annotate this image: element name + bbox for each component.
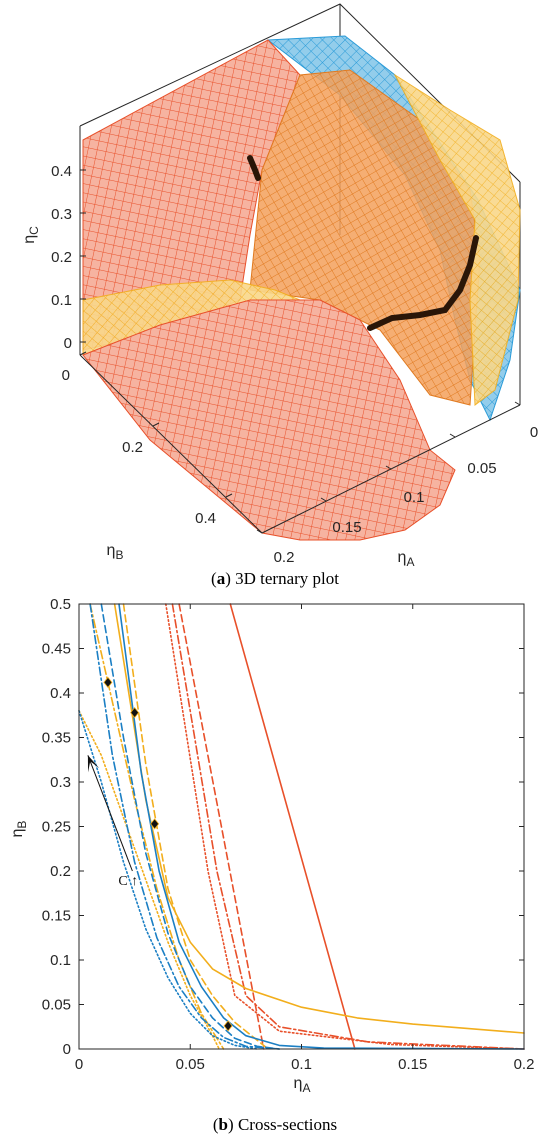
y-tick-label: 0.1 (50, 952, 71, 969)
x-tick-label: 0.1 (291, 1056, 312, 1073)
x-tick-label: 0 (75, 1056, 83, 1073)
plot-area (79, 604, 524, 1049)
y-tick-label: 0.45 (42, 641, 71, 658)
a-tick-labels: 0 0.05 0.1 0.15 0.2 (274, 424, 539, 566)
panel-b-cross-sections: C ↑ 0 0.05 0.1 0.15 0.2 0 0.05 0.1 0.15 0.2 0.25 0.… (9, 596, 534, 1134)
a-axis-label-main: η (398, 549, 407, 566)
y-axis-label-sub: B (15, 821, 29, 829)
y-tick-label: 0.15 (42, 908, 71, 925)
b-tick-labels: 0 0.2 0.4 (62, 367, 216, 527)
b-axis-label-sub: B (115, 548, 123, 562)
annotation-label: C ↑ (118, 874, 138, 889)
a-tick-label: 0.2 (274, 549, 295, 566)
tick-marks (78, 603, 525, 1050)
caption-a: (a) 3D ternary plot (211, 569, 339, 588)
y-axis-label: ηB (9, 821, 29, 838)
series-line-12 (78, 709, 258, 1050)
b-tick-mark (225, 493, 233, 498)
a-tick-label: 0 (530, 424, 538, 441)
series-line-7 (89, 603, 225, 1050)
x-tick-label: 0.15 (398, 1056, 427, 1073)
red-surface-front (82, 299, 456, 541)
b-axis-line (79, 354, 263, 534)
b-axis-label: ηB (107, 542, 124, 562)
annotation-arrow (87, 755, 133, 872)
y-tick-label: 0.5 (50, 596, 71, 613)
y-tick-label: 0.05 (42, 997, 71, 1014)
y-tick-label: 0.3 (50, 774, 71, 791)
series-line-6 (122, 603, 269, 1050)
series-line-11 (89, 603, 281, 1050)
y-tick-label: 0 (63, 1041, 71, 1058)
y-axis-label-main: η (9, 829, 26, 838)
x-tick-label: 0.2 (514, 1056, 535, 1073)
diamond-marker (223, 1020, 233, 1032)
y-tick-label: 0.25 (42, 819, 71, 836)
a-tick-label: 0.05 (467, 460, 496, 477)
y-tick-label: 0.35 (42, 730, 71, 747)
caption-b-label: b (219, 1115, 228, 1134)
b-tick-mark (152, 422, 160, 427)
b-tick-mark (79, 351, 87, 356)
c-ticks-3d (80, 169, 86, 343)
tick-labels: 0 0.05 0.1 0.15 0.2 0 0.05 0.1 0.15 0.2 0.25 0.3 0.3… (42, 596, 535, 1073)
x-axis-label-main: η (294, 1075, 303, 1092)
c-tick-labels: 0 0.1 0.2 0.3 0.4 (51, 163, 72, 352)
y-tick-label: 0.2 (50, 863, 71, 880)
caption-a-text: 3D ternary plot (231, 569, 339, 588)
caption-a-label: a (217, 569, 226, 588)
annotation-group: C ↑ (87, 755, 138, 889)
caption-b: (b) Cross-sections (213, 1115, 337, 1134)
yellow-surface-right (393, 73, 521, 406)
a-axis-label-sub: A (406, 555, 414, 569)
c-tick-label: 0 (64, 335, 72, 352)
y-tick-label: 0.4 (50, 685, 71, 702)
a-tick-label: 0.1 (404, 489, 425, 506)
a-tick-mark (449, 433, 456, 438)
trail-upper-left (247, 155, 261, 181)
caption-b-text: Cross-sections (234, 1115, 337, 1134)
a-tick-label: 0.15 (332, 519, 361, 536)
a-tick-mark (320, 497, 327, 502)
a-axis-label: ηA (398, 549, 415, 569)
a-tick-mark (514, 401, 521, 406)
b-tick-label: 0.4 (195, 510, 216, 527)
series-line-5 (113, 603, 525, 1034)
panel-a-3d-plot: 0 0.1 0.2 0.3 0.4 ηC 0 0.2 0.4 ηB 0 0.05… (21, 3, 539, 588)
c-axis-label-main: η (21, 235, 38, 244)
annotation-arrow-head (87, 755, 100, 773)
b-tick-label: 0 (62, 367, 70, 384)
marker-trails (247, 155, 479, 331)
series-line-3 (171, 603, 525, 1050)
b-axis-label-main: η (107, 542, 116, 559)
diamond-marker (103, 676, 113, 688)
surfaces (82, 35, 521, 541)
a-tick-mark (385, 465, 392, 470)
series-line-1 (229, 603, 356, 1050)
diamond-marker (150, 818, 160, 830)
series-line-2 (178, 603, 265, 1050)
c-tick-label: 0.4 (51, 163, 72, 180)
c-tick-label: 0.2 (51, 249, 72, 266)
series-line-8 (78, 709, 220, 1050)
c-tick-label: 0.1 (51, 292, 72, 309)
a-tick-mark (256, 529, 263, 534)
x-tick-label: 0.05 (176, 1056, 205, 1073)
c-axis-label-sub: C (27, 226, 41, 235)
a-ticks-3d (256, 401, 521, 534)
diamond-marker (130, 706, 140, 719)
trail-right (367, 235, 479, 331)
b-ticks-3d (79, 351, 233, 498)
series-line-10 (100, 603, 281, 1050)
x-axis-label-sub: A (302, 1081, 310, 1095)
b-tick-label: 0.2 (122, 439, 143, 456)
c-tick-label: 0.3 (51, 206, 72, 223)
x-axis-label: ηA (294, 1075, 311, 1095)
markers-group (103, 676, 233, 1032)
c-axis-label: ηC (21, 226, 41, 244)
